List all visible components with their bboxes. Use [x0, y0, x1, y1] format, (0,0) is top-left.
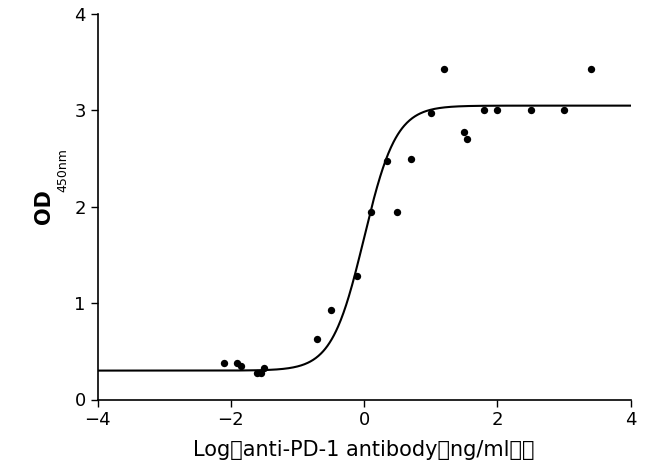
Point [219, 359, 229, 367]
X-axis label: Log（anti-PD-1 antibody（ng/ml））: Log（anti-PD-1 antibody（ng/ml）） [193, 440, 535, 461]
Point [559, 107, 569, 114]
Point [406, 155, 416, 163]
Point [459, 128, 469, 135]
Point [252, 369, 263, 376]
Point [312, 335, 322, 343]
Point [425, 110, 436, 117]
Point [439, 65, 449, 73]
Point [478, 107, 489, 114]
Point [492, 107, 502, 114]
Point [462, 135, 473, 143]
Text: OD: OD [34, 189, 54, 224]
Point [259, 364, 269, 371]
Point [392, 208, 402, 215]
Point [232, 359, 242, 367]
Point [352, 273, 363, 280]
Point [585, 65, 595, 73]
Point [525, 107, 536, 114]
Text: 450nm: 450nm [57, 148, 70, 192]
Point [326, 306, 336, 313]
Point [235, 362, 246, 369]
Point [255, 370, 266, 377]
Point [365, 208, 376, 215]
Point [382, 157, 393, 164]
